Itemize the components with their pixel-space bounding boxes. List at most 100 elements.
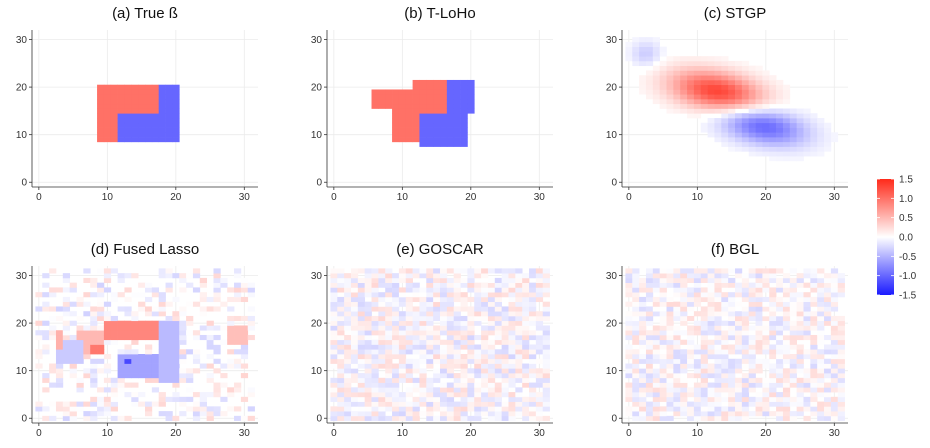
heatmap-cell — [632, 37, 640, 43]
heatmap-cell — [714, 103, 722, 109]
heatmap-cell — [501, 325, 509, 331]
heatmap-cell — [542, 387, 550, 393]
heatmap-cell — [446, 411, 455, 417]
heatmap-cell — [467, 79, 475, 86]
heatmap-cell — [350, 277, 359, 283]
heatmap-cell — [639, 392, 647, 398]
heatmap-cell — [769, 141, 777, 147]
heatmap-cell — [131, 122, 139, 128]
heatmap-cell — [364, 392, 372, 398]
heatmap-cell — [700, 401, 708, 407]
heatmap-cell — [501, 368, 509, 374]
heatmap-cell — [789, 132, 797, 138]
heatmap-cell — [426, 282, 434, 288]
heatmap-cell — [110, 296, 118, 303]
heatmap-cell — [192, 358, 201, 364]
heatmap-cell — [755, 301, 763, 307]
heatmap-cell — [830, 349, 839, 355]
heatmap-cell — [90, 373, 98, 379]
heatmap-cell — [392, 368, 400, 374]
heatmap-cell — [817, 292, 825, 298]
heatmap-cell — [433, 344, 441, 350]
heatmap-cell — [515, 363, 523, 369]
heatmap-cell — [824, 415, 832, 421]
heatmap-cell — [542, 273, 550, 279]
heatmap-cell — [673, 411, 681, 417]
heatmap-cell — [693, 373, 702, 379]
heatmap-cell — [97, 339, 105, 345]
heatmap-cell — [364, 358, 372, 364]
heatmap-cell — [330, 415, 338, 421]
heatmap-cell — [542, 415, 550, 421]
heatmap-cell — [755, 137, 763, 143]
heatmap-cell — [487, 306, 496, 312]
heatmap-cell — [632, 315, 640, 322]
heatmap-cell — [103, 396, 112, 402]
heatmap-cell — [707, 325, 715, 331]
heatmap-cell — [426, 311, 434, 317]
heatmap-cell — [748, 401, 756, 407]
heatmap-cell — [350, 415, 359, 421]
heatmap-cell — [330, 354, 338, 360]
heatmap-cell — [535, 349, 544, 355]
heatmap-cell — [392, 108, 400, 114]
heatmap-cell — [440, 94, 448, 100]
heatmap-cell — [131, 84, 139, 90]
heatmap-cell — [817, 401, 825, 407]
heatmap-cell — [103, 354, 112, 360]
heatmap-cell — [165, 334, 173, 341]
heatmap-cell — [632, 277, 640, 283]
heatmap-cell — [487, 387, 496, 393]
heatmap-cell — [110, 401, 118, 407]
heatmap-cell — [55, 368, 64, 374]
heatmap-cell — [412, 118, 420, 124]
heatmap-cell — [769, 325, 777, 331]
heatmap-cell — [515, 296, 523, 303]
heatmap-cell — [117, 306, 125, 312]
heatmap-cell — [680, 84, 688, 90]
heatmap-cell — [769, 89, 777, 95]
heatmap-cell — [755, 311, 763, 317]
heatmap-cell — [103, 94, 112, 100]
heatmap-cell — [117, 330, 125, 336]
heatmap-cell — [392, 292, 400, 298]
heatmap-cell — [453, 98, 461, 105]
heatmap-cell — [55, 377, 64, 383]
heatmap-cell — [762, 84, 770, 90]
heatmap-cell — [124, 358, 132, 364]
heatmap-cell — [35, 306, 43, 312]
heatmap-cell — [440, 301, 448, 307]
heatmap-cell — [728, 411, 736, 417]
heatmap-cell — [433, 415, 441, 421]
heatmap-cell — [405, 118, 413, 124]
heatmap-cell — [344, 315, 352, 322]
heatmap-cell — [378, 89, 386, 95]
heatmap-cell — [728, 349, 736, 355]
heatmap-cell — [145, 377, 153, 383]
heatmap-cell — [830, 406, 839, 412]
heatmap-cell — [117, 127, 125, 133]
heatmap-cell — [124, 132, 132, 138]
heatmap-cell — [446, 137, 455, 143]
heatmap-cell — [769, 301, 777, 307]
heatmap-cell — [755, 382, 763, 388]
heatmap-cell — [700, 377, 708, 383]
heatmap-cell — [721, 70, 729, 76]
heatmap-cell — [741, 306, 750, 312]
heatmap-cell — [364, 287, 372, 293]
heatmap-cell — [398, 292, 407, 298]
heatmap-cell — [680, 75, 688, 81]
heatmap-cell — [824, 368, 832, 374]
heatmap-cell — [138, 137, 146, 143]
heatmap-cell — [830, 330, 839, 336]
heatmap-cell — [385, 296, 393, 303]
heatmap-cell — [97, 132, 105, 138]
heatmap-cell — [35, 354, 43, 360]
heatmap-cell — [227, 320, 235, 326]
heatmap-cell — [741, 60, 750, 67]
heatmap-cell — [357, 411, 366, 417]
heatmap-cell — [501, 387, 509, 393]
heatmap-cell — [364, 349, 372, 355]
heatmap-cell — [337, 330, 345, 336]
